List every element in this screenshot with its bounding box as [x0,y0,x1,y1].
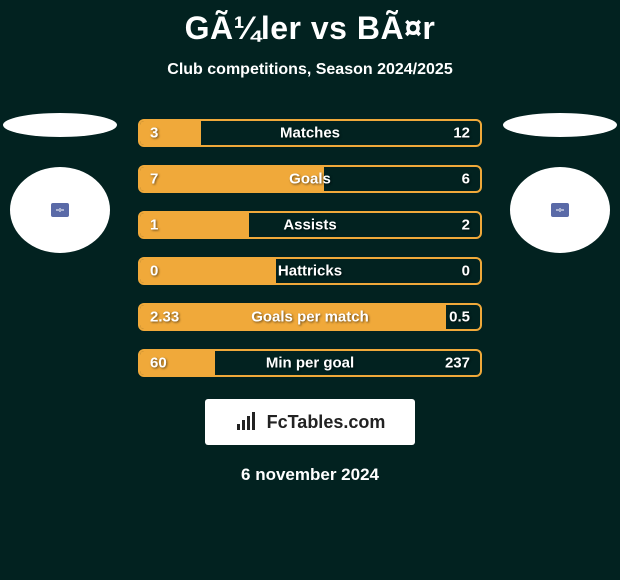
player-left-stack [0,113,120,253]
player-right-stack [500,113,620,253]
page-subtitle: Club competitions, Season 2024/2025 [0,61,620,79]
player-right-badge-icon [555,206,565,214]
stat-right-value: 2 [462,217,470,234]
stat-right-value: 6 [462,171,470,188]
player-left-shadow [3,113,117,137]
stat-label: Matches [140,125,480,142]
stat-right-value: 0.5 [449,309,470,326]
stat-bar: 2.33Goals per match0.5 [138,303,482,331]
stat-label: Hattricks [140,263,480,280]
stat-bar: 0Hattricks0 [138,257,482,285]
stat-right-value: 0 [462,263,470,280]
stat-bar: 60Min per goal237 [138,349,482,377]
stat-right-value: 237 [445,355,470,372]
stat-bar: 1Assists2 [138,211,482,239]
brand-badge: FcTables.com [205,399,415,445]
stat-label: Goals [140,171,480,188]
player-left-badge [51,203,69,217]
brand-bars-icon [235,412,259,432]
stat-label: Min per goal [140,355,480,372]
stat-right-value: 12 [453,125,470,142]
stat-label: Goals per match [140,309,480,326]
brand-text: FcTables.com [267,412,386,433]
player-right-shadow [503,113,617,137]
stat-bar: 3Matches12 [138,119,482,147]
comparison-content: 3Matches12 7Goals6 1Assists2 0Hattricks0 2.3… [0,119,620,377]
stat-label: Assists [140,217,480,234]
stat-bar: 7Goals6 [138,165,482,193]
player-left-avatar [10,167,110,253]
player-left-badge-icon [55,206,65,214]
player-right-avatar [510,167,610,253]
player-right-badge [551,203,569,217]
page-title: GÃ¼ler vs BÃ¤r [0,0,620,47]
footer-date: 6 november 2024 [0,465,620,485]
stat-bars: 3Matches12 7Goals6 1Assists2 0Hattricks0 2.3… [138,119,482,377]
